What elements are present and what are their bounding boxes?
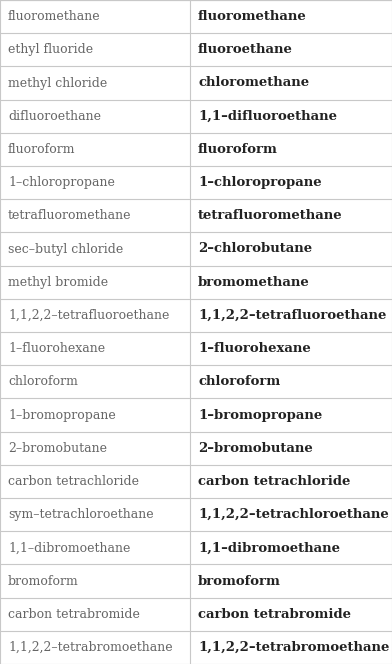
Text: 1–bromopropane: 1–bromopropane xyxy=(198,408,322,422)
Text: 1,1,2,2–tetrabromoethane: 1,1,2,2–tetrabromoethane xyxy=(8,641,172,654)
Text: tetrafluoromethane: tetrafluoromethane xyxy=(8,209,131,222)
Text: 2–bromobutane: 2–bromobutane xyxy=(198,442,313,455)
Text: carbon tetrachloride: carbon tetrachloride xyxy=(198,475,350,488)
Text: 1,1–dibromoethane: 1,1–dibromoethane xyxy=(8,541,131,554)
Text: 1,1,2,2–tetrafluoroethane: 1,1,2,2–tetrafluoroethane xyxy=(198,309,387,322)
Text: 1–fluorohexane: 1–fluorohexane xyxy=(198,342,311,355)
Text: chloroform: chloroform xyxy=(198,375,280,388)
Text: 1–chloropropane: 1–chloropropane xyxy=(8,176,115,189)
Text: carbon tetrachloride: carbon tetrachloride xyxy=(8,475,139,488)
Text: 1,1,2,2–tetrafluoroethane: 1,1,2,2–tetrafluoroethane xyxy=(8,309,169,322)
Text: 1–chloropropane: 1–chloropropane xyxy=(198,176,322,189)
Text: 2–chlorobutane: 2–chlorobutane xyxy=(198,242,312,256)
Text: fluoroform: fluoroform xyxy=(198,143,278,156)
Text: bromoform: bromoform xyxy=(8,574,79,588)
Text: fluoromethane: fluoromethane xyxy=(198,10,307,23)
Text: 1–bromopropane: 1–bromopropane xyxy=(8,408,116,422)
Text: tetrafluoromethane: tetrafluoromethane xyxy=(198,209,343,222)
Text: 1–fluorohexane: 1–fluorohexane xyxy=(8,342,105,355)
Text: carbon tetrabromide: carbon tetrabromide xyxy=(198,608,351,621)
Text: carbon tetrabromide: carbon tetrabromide xyxy=(8,608,140,621)
Text: 1,1–difluoroethane: 1,1–difluoroethane xyxy=(198,110,337,123)
Text: fluoromethane: fluoromethane xyxy=(8,10,101,23)
Text: fluoroethane: fluoroethane xyxy=(198,43,293,56)
Text: chloromethane: chloromethane xyxy=(198,76,309,90)
Text: fluoroform: fluoroform xyxy=(8,143,76,156)
Text: difluoroethane: difluoroethane xyxy=(8,110,101,123)
Text: ethyl fluoride: ethyl fluoride xyxy=(8,43,93,56)
Text: bromoform: bromoform xyxy=(198,574,281,588)
Text: 1,1,2,2–tetrachloroethane: 1,1,2,2–tetrachloroethane xyxy=(198,508,389,521)
Text: chloroform: chloroform xyxy=(8,375,78,388)
Text: methyl chloride: methyl chloride xyxy=(8,76,107,90)
Text: bromomethane: bromomethane xyxy=(198,276,310,289)
Text: 1,1,2,2–tetrabromoethane: 1,1,2,2–tetrabromoethane xyxy=(198,641,390,654)
Text: sym–tetrachloroethane: sym–tetrachloroethane xyxy=(8,508,154,521)
Text: methyl bromide: methyl bromide xyxy=(8,276,108,289)
Text: sec–butyl chloride: sec–butyl chloride xyxy=(8,242,123,256)
Text: 1,1–dibromoethane: 1,1–dibromoethane xyxy=(198,541,340,554)
Text: 2–bromobutane: 2–bromobutane xyxy=(8,442,107,455)
